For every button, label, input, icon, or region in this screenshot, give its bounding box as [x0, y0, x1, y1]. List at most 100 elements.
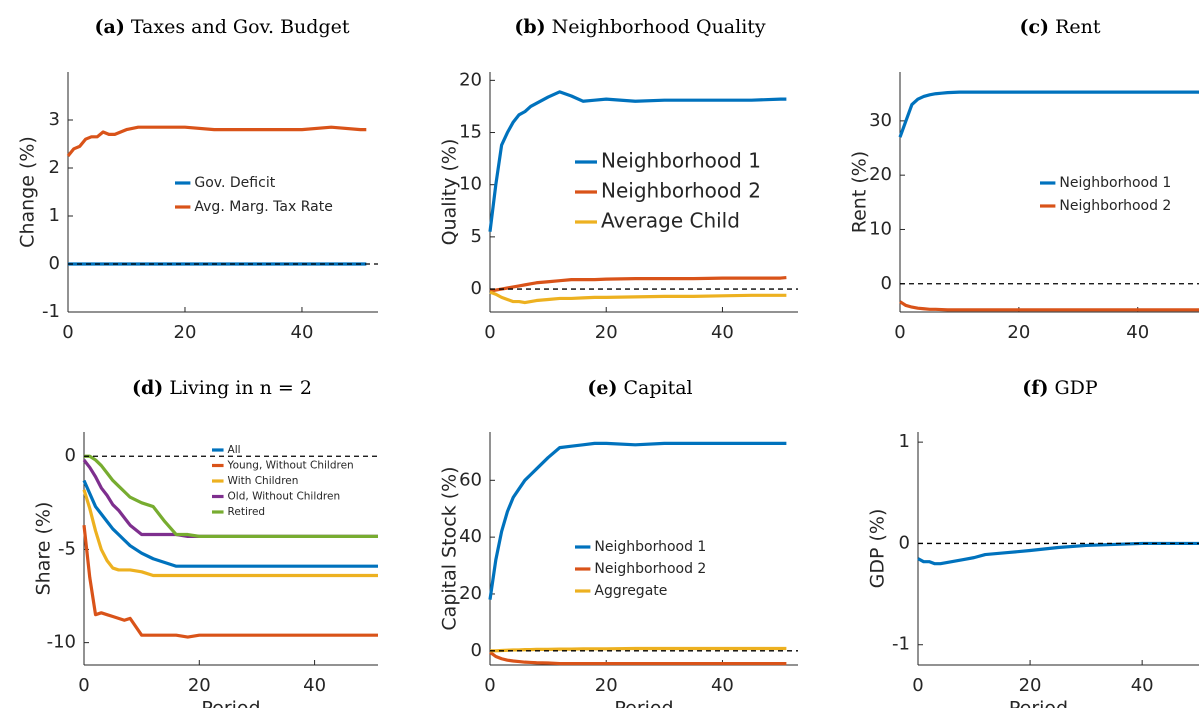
panel-name: Living in n = 2 [169, 377, 312, 399]
y-tick-label: 0 [881, 273, 892, 294]
series-line [66, 125, 367, 158]
series-line [82, 479, 378, 568]
series-line [898, 90, 1199, 138]
series-line [489, 650, 787, 666]
x-tick-label: 0 [484, 322, 495, 343]
panel-letter: (e) [587, 377, 617, 399]
panel-title: (e) Capital [587, 377, 692, 399]
y-tick-label: 20 [459, 69, 482, 90]
y-tick-label: 10 [459, 174, 482, 195]
y-tick-label: 0 [471, 640, 482, 661]
legend-label: Neighborhood 2 [1059, 198, 1171, 214]
legend-label: Average Child [601, 209, 740, 233]
y-tick-label: -1 [42, 301, 60, 322]
x-tick-label: 40 [711, 322, 734, 343]
legend-label: All [228, 444, 241, 456]
y-axis-label: GDP (%) [867, 509, 889, 589]
y-tick-label: 3 [49, 109, 60, 130]
y-tick-label: -1 [892, 634, 910, 655]
legend-label: Gov. Deficit [194, 175, 275, 191]
panel: (d) Living in n = 2 -10 -5 0 0 20 40 Share (%) P… [33, 377, 378, 708]
panel-name: Rent [1055, 16, 1101, 38]
x-tick-label: 20 [1007, 322, 1030, 343]
panel-title: (b) Neighborhood Quality [514, 16, 766, 38]
legend-label: Neighborhood 1 [1059, 175, 1171, 191]
y-tick-label: 1 [899, 431, 910, 452]
panel-letter: (a) [95, 16, 125, 38]
x-tick-label: 20 [1019, 675, 1042, 696]
panel-title: (c) Rent [1019, 16, 1100, 38]
panel-letter: (b) [514, 16, 545, 38]
panel: (c) Rent 0 10 20 30 0 20 40 Rent (%) Neighborhood… [849, 16, 1199, 343]
series-line [488, 441, 787, 600]
y-tick-label: 5 [471, 226, 482, 247]
panel-name: Taxes and Gov. Budget [131, 16, 350, 38]
panel-title: (d) Living in n = 2 [132, 377, 312, 399]
legend-label: With Children [228, 475, 299, 487]
y-tick-label: 2 [49, 157, 60, 178]
y-axis-label: Share (%) [33, 502, 55, 596]
x-tick-label: 40 [1131, 675, 1154, 696]
y-tick-label: 60 [459, 469, 482, 490]
legend-label: Neighborhood 2 [601, 179, 761, 203]
y-axis-label: Change (%) [17, 136, 39, 248]
x-tick-label: 20 [188, 675, 211, 696]
x-axis-label: Period [1009, 698, 1068, 708]
x-tick-label: 0 [62, 322, 73, 343]
y-axis-label: Capital Stock (%) [439, 466, 461, 630]
series-line [489, 275, 787, 293]
panel-title: (a) Taxes and Gov. Budget [95, 16, 350, 38]
y-tick-label: 20 [869, 164, 892, 185]
y-tick-label: 10 [869, 218, 892, 239]
legend-label: Neighborhood 1 [594, 539, 706, 555]
x-tick-label: 20 [174, 322, 197, 343]
panel-letter: (d) [132, 377, 163, 399]
y-tick-label: 40 [459, 526, 482, 547]
y-tick-label: -10 [47, 632, 76, 653]
y-tick-label: -5 [58, 538, 76, 559]
x-axis-label: Period [614, 698, 673, 708]
panel-name: Neighborhood Quality [552, 16, 766, 38]
series-line [488, 90, 787, 232]
y-axis-label: Quality (%) [439, 139, 461, 246]
x-tick-label: 0 [894, 322, 905, 343]
y-tick-label: 1 [49, 205, 60, 226]
panel-title: (f) GDP [1022, 377, 1098, 399]
x-axis-label: Period [201, 698, 260, 708]
series-line [917, 541, 1199, 566]
x-tick-label: 40 [303, 675, 326, 696]
x-tick-label: 20 [595, 675, 618, 696]
y-tick-label: 0 [471, 278, 482, 299]
y-tick-label: 0 [65, 445, 76, 466]
y-tick-label: 15 [459, 122, 482, 143]
legend-label: Neighborhood 2 [594, 561, 706, 577]
series-line [899, 300, 1199, 312]
panel-name: GDP [1055, 377, 1098, 399]
panel-name: Capital [623, 377, 692, 399]
y-axis-label: Rent (%) [849, 151, 871, 233]
x-tick-label: 40 [291, 322, 314, 343]
x-tick-label: 0 [912, 675, 923, 696]
x-tick-label: 40 [711, 675, 734, 696]
legend-label: Young, Without Children [227, 460, 354, 472]
panel-letter: (f) [1022, 377, 1048, 399]
y-tick-label: 0 [899, 532, 910, 553]
x-tick-label: 0 [78, 675, 89, 696]
legend-label: Old, Without Children [228, 491, 341, 503]
y-tick-label: 30 [869, 110, 892, 131]
series-line [490, 646, 787, 653]
y-tick-label: 0 [49, 253, 60, 274]
panel-letter: (c) [1019, 16, 1049, 38]
y-tick-label: 20 [459, 583, 482, 604]
legend-label: Neighborhood 1 [601, 149, 761, 173]
x-tick-label: 0 [484, 675, 495, 696]
legend-label: Retired [228, 506, 266, 518]
series-line [84, 454, 378, 538]
x-tick-label: 20 [595, 322, 618, 343]
x-tick-label: 40 [1126, 322, 1149, 343]
series-line [82, 525, 378, 639]
